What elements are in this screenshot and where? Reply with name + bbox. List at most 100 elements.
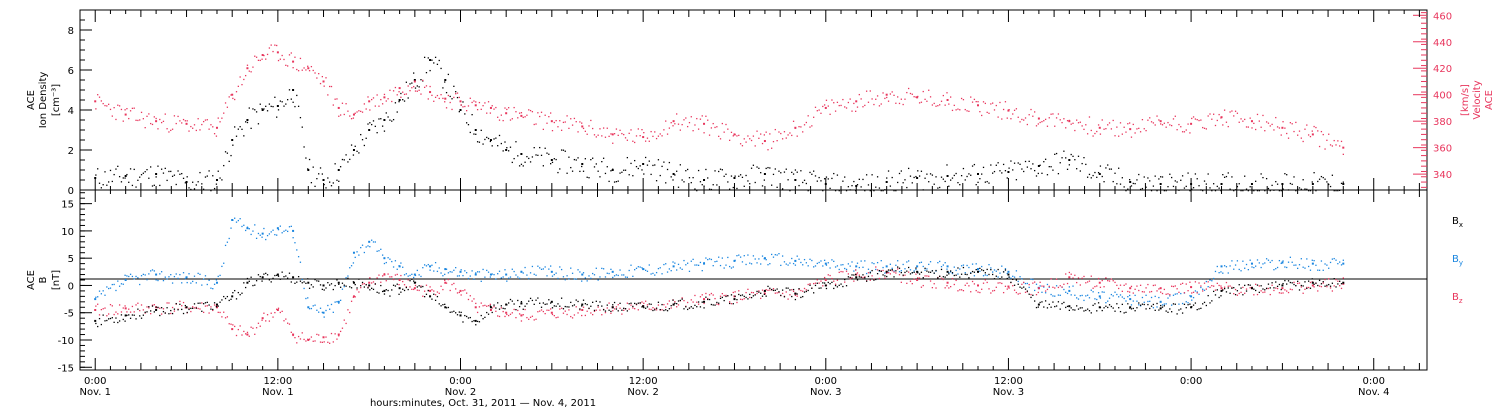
by-sample — [509, 276, 512, 278]
bz-sample — [239, 325, 241, 327]
by-sample — [1286, 266, 1288, 269]
bz-sample — [354, 296, 356, 298]
density-sample — [750, 167, 753, 169]
bz-sample — [1004, 285, 1007, 287]
bz-sample — [1244, 292, 1246, 294]
bz-sample — [325, 336, 327, 338]
bx-sample — [546, 303, 548, 305]
velocity-sample — [822, 105, 824, 108]
bx-sample — [139, 315, 141, 317]
density-sample — [601, 161, 603, 163]
density-sample — [997, 162, 999, 164]
bz-sample — [511, 312, 513, 314]
bz-sample — [1178, 291, 1180, 293]
bx-sample — [990, 268, 992, 271]
velocity-sample — [297, 70, 300, 72]
bx-sample — [144, 311, 146, 313]
bz-sample — [592, 313, 594, 316]
bz-sample — [1161, 292, 1164, 295]
velocity-sample — [349, 115, 351, 117]
bx-sample — [166, 307, 168, 309]
bx-sample — [661, 303, 663, 306]
by-sample — [157, 279, 159, 282]
bz-sample — [181, 305, 183, 307]
by-sample — [526, 274, 528, 276]
by-sample — [431, 264, 433, 266]
by-sample — [381, 254, 384, 256]
bz-sample — [389, 276, 391, 278]
bx-sample — [864, 277, 866, 279]
by-sample — [305, 297, 307, 300]
velocity-sample — [478, 101, 481, 104]
by-sample — [999, 272, 1001, 274]
velocity-sample — [838, 104, 840, 107]
by-sample — [721, 257, 723, 259]
bx-sample — [995, 275, 997, 277]
velocity-point — [459, 100, 462, 103]
bx-sample — [882, 274, 884, 276]
bz-sample — [1158, 288, 1160, 290]
bx-sample — [385, 288, 387, 291]
density-sample — [772, 173, 775, 176]
density-sample — [467, 124, 470, 126]
velocity-sample — [383, 93, 386, 96]
density-sample — [738, 175, 740, 177]
density-sample — [323, 183, 325, 186]
velocity-sample — [907, 87, 910, 90]
density-sample — [416, 85, 418, 87]
bx-sample — [1194, 302, 1197, 304]
bx-sample — [128, 314, 130, 316]
bz-sample — [719, 295, 722, 297]
by-sample — [615, 274, 618, 276]
velocity-sample — [641, 129, 643, 131]
density-sample — [581, 165, 583, 168]
velocity-sample — [1328, 133, 1330, 135]
bx-sample — [1207, 294, 1209, 297]
velocity-point — [611, 133, 614, 136]
bx-sample — [1258, 291, 1260, 294]
velocity-sample — [111, 115, 113, 117]
bx-sample — [356, 287, 358, 289]
density-sample — [1139, 188, 1142, 191]
density-sample — [1125, 190, 1127, 192]
density-sample — [528, 157, 530, 160]
density-sample — [1123, 186, 1125, 188]
bz-sample — [369, 277, 371, 279]
by-sample — [1311, 259, 1313, 261]
bx-sample — [115, 317, 117, 319]
by-sample — [1326, 264, 1328, 266]
by-sample — [213, 283, 216, 285]
bx-sample — [1269, 287, 1271, 289]
bz-sample — [772, 288, 775, 290]
density-sample — [473, 133, 475, 135]
bx-sample — [263, 273, 265, 275]
by-sample — [683, 259, 685, 262]
velocity-sample — [356, 111, 358, 113]
by-sample — [1282, 260, 1284, 262]
velocity-sample — [398, 91, 400, 93]
bz-sample — [1309, 281, 1312, 284]
bz-sample — [707, 297, 709, 300]
bx-point — [1007, 273, 1010, 276]
bz-sample — [654, 308, 656, 310]
bz-point — [413, 287, 416, 290]
density-sample — [884, 189, 886, 191]
by-sample — [250, 233, 252, 236]
by-sample — [975, 263, 977, 265]
velocity-point — [520, 114, 523, 117]
velocity-sample — [106, 105, 108, 107]
velocity-sample — [270, 44, 272, 46]
by-sample — [109, 287, 112, 289]
bx-sample — [175, 302, 177, 305]
density-sample — [478, 141, 481, 143]
velocity-sample — [867, 101, 870, 103]
velocity-sample — [761, 142, 764, 145]
density-sample — [734, 175, 736, 177]
by-sample — [502, 276, 504, 278]
density-sample — [1006, 177, 1008, 179]
density-sample — [542, 165, 544, 167]
bz-sample — [612, 310, 614, 312]
bz-sample — [1096, 285, 1098, 287]
bz-sample — [564, 310, 566, 312]
bx-sample — [539, 302, 541, 304]
